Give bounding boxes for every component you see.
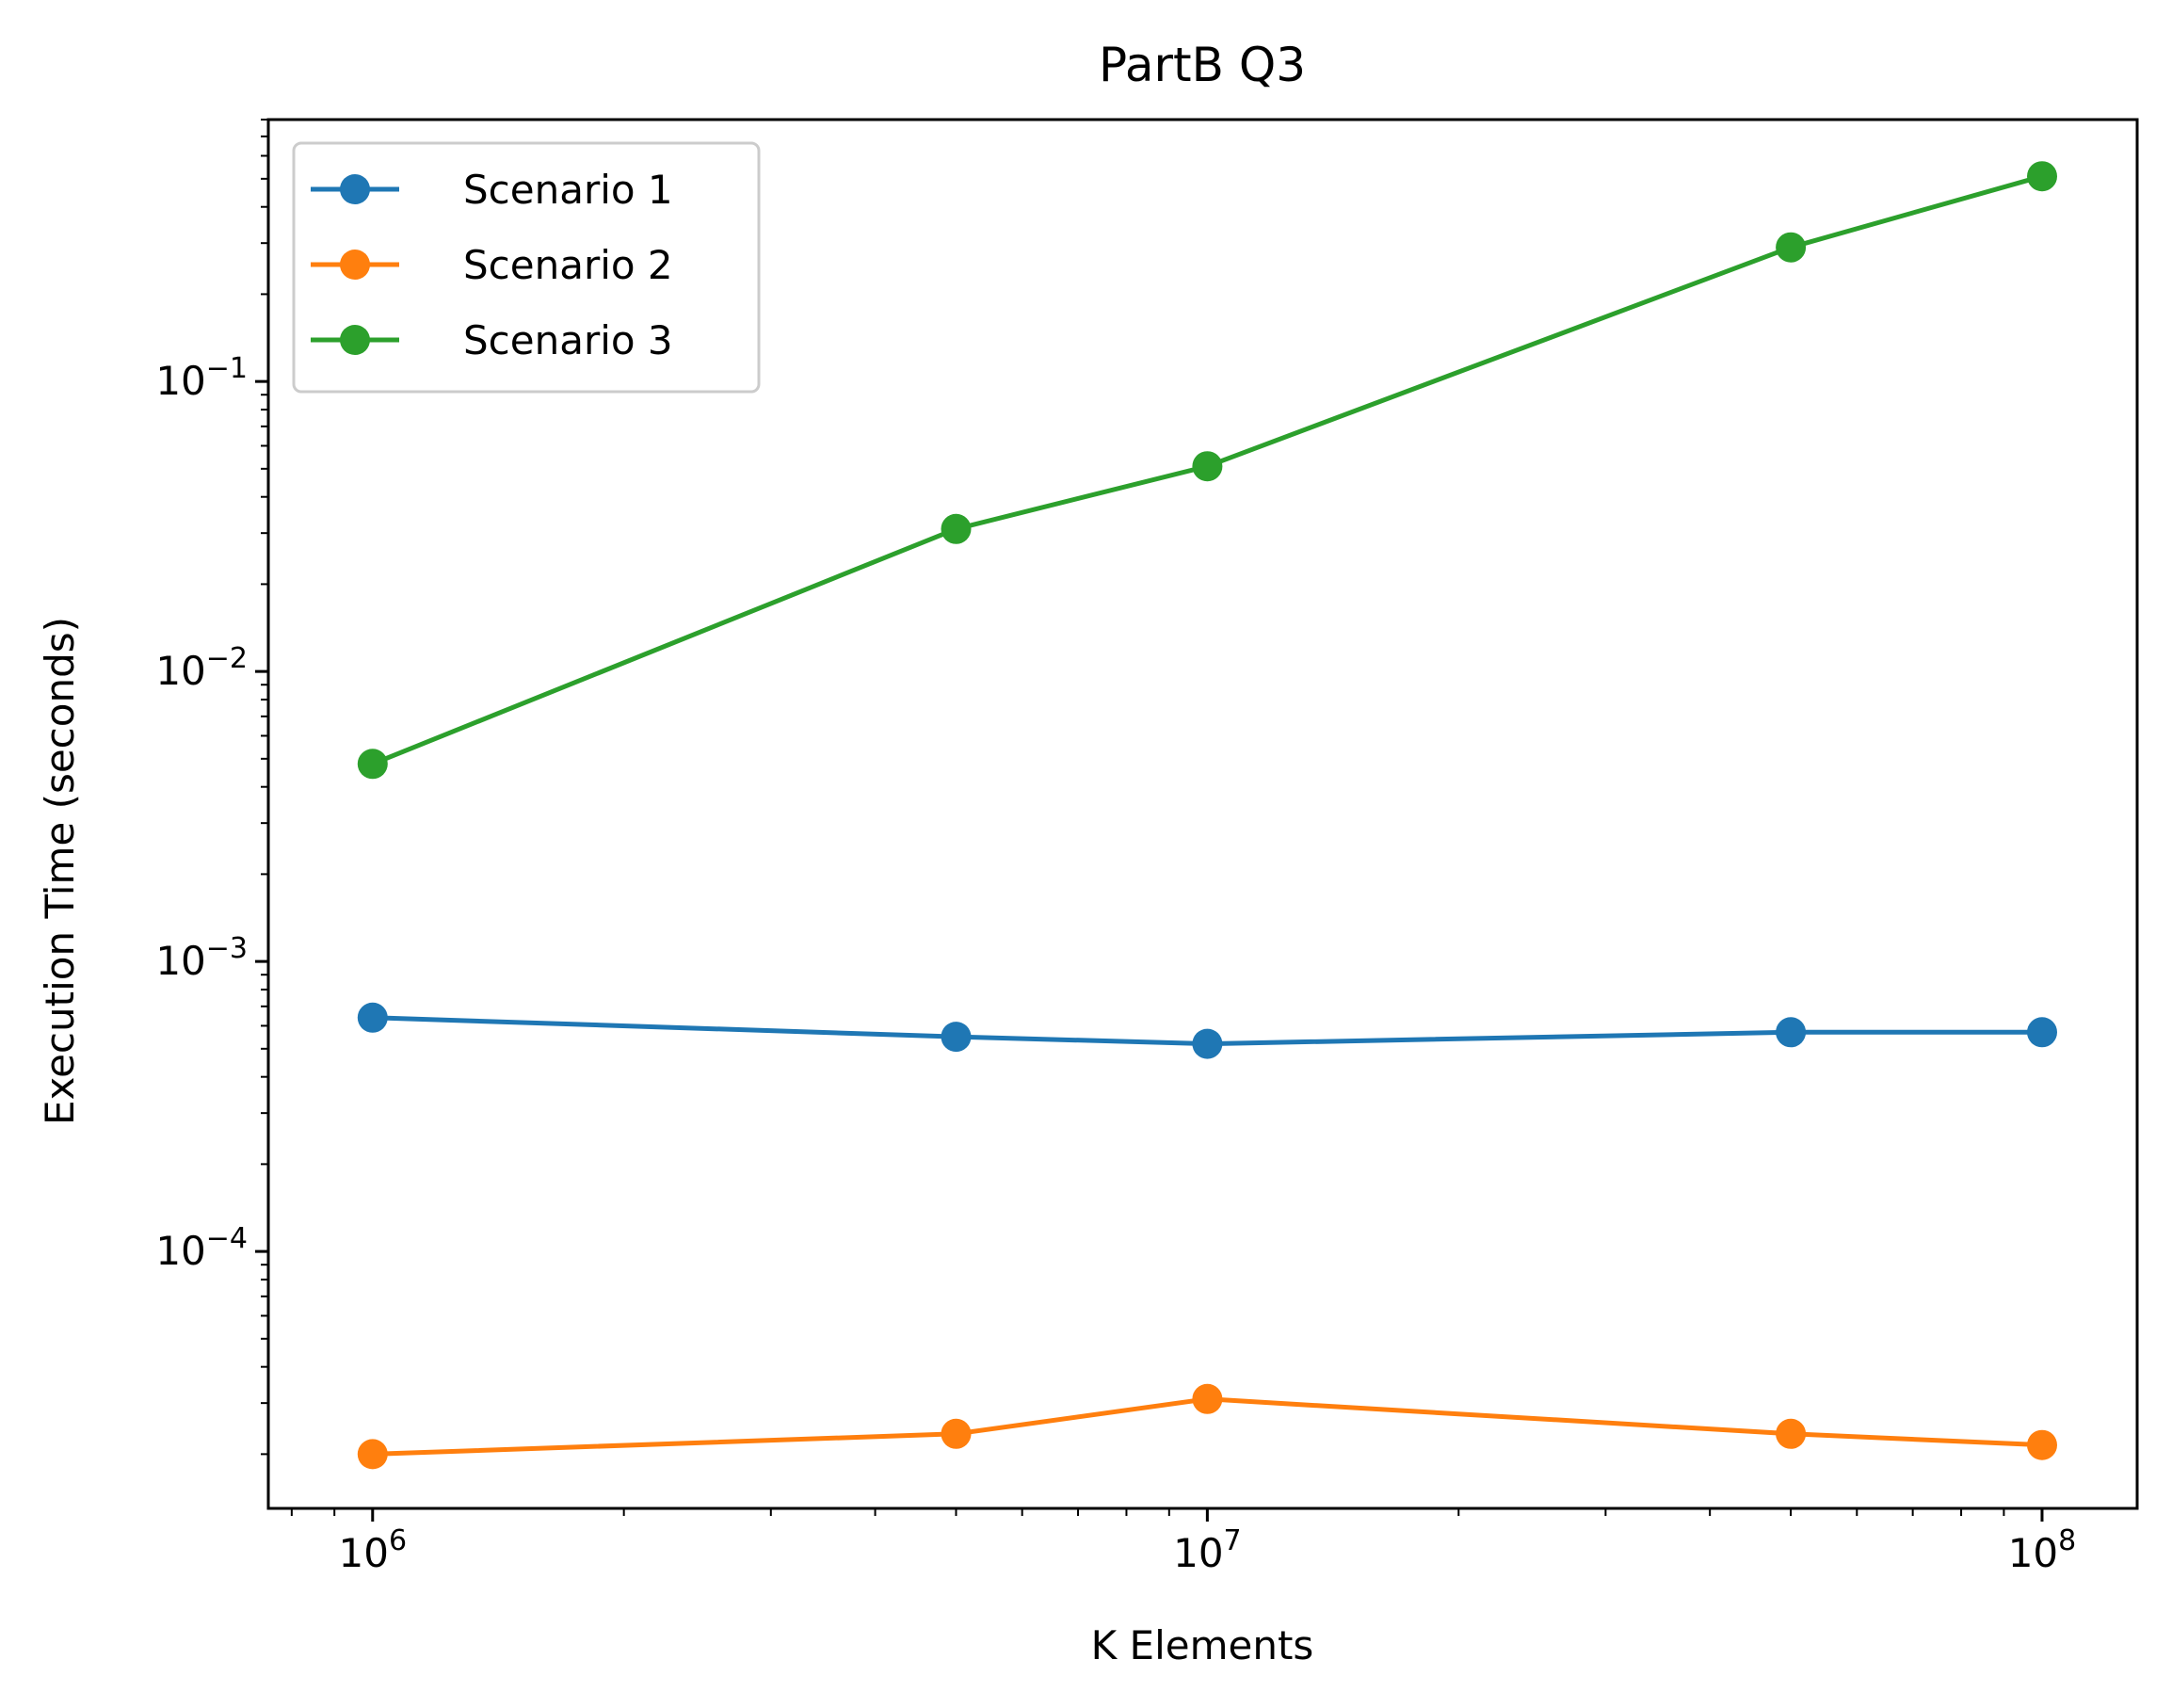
data-point bbox=[1776, 1418, 1807, 1449]
legend-marker bbox=[340, 325, 370, 355]
data-point bbox=[2027, 1429, 2057, 1460]
data-point bbox=[1776, 1017, 1807, 1048]
axes: 106 107 108 10−4 10−3 10−2 10−1 bbox=[155, 118, 2139, 1576]
legend: Scenario 1 Scenario 2 Scenario 3 bbox=[292, 141, 761, 394]
legend-marker bbox=[340, 250, 370, 280]
legend-label: Scenario 2 bbox=[463, 242, 673, 288]
x-axis-label: K Elements bbox=[1091, 1622, 1314, 1668]
x-tick-label: 107 bbox=[1173, 1524, 1242, 1576]
data-point bbox=[1776, 232, 1807, 263]
data-point bbox=[1192, 451, 1223, 482]
data-point bbox=[357, 1002, 388, 1033]
plot-area bbox=[357, 161, 2057, 1470]
data-point bbox=[357, 1439, 388, 1470]
legend-label: Scenario 3 bbox=[463, 317, 673, 363]
legend-marker bbox=[340, 174, 370, 204]
y-tick-label: 10−3 bbox=[155, 932, 248, 984]
data-point bbox=[1192, 1383, 1223, 1414]
data-point bbox=[941, 1022, 972, 1053]
data-point bbox=[941, 1418, 972, 1449]
data-point bbox=[2027, 161, 2057, 192]
chart-title: PartB Q3 bbox=[1099, 38, 1306, 92]
x-tick-label: 108 bbox=[2008, 1524, 2077, 1576]
axes-frame bbox=[266, 118, 2139, 1510]
data-point bbox=[2027, 1017, 2057, 1048]
data-point bbox=[1192, 1028, 1223, 1059]
data-point bbox=[357, 749, 388, 780]
x-tick-label: 106 bbox=[338, 1524, 407, 1576]
data-point bbox=[941, 513, 972, 544]
y-axis-label: Execution Time (seconds) bbox=[37, 617, 83, 1125]
y-tick-label: 10−1 bbox=[155, 352, 248, 404]
y-tick-label: 10−2 bbox=[155, 642, 248, 694]
legend-box bbox=[292, 141, 761, 394]
y-tick-label: 10−4 bbox=[155, 1222, 248, 1274]
legend-label: Scenario 1 bbox=[463, 167, 673, 213]
